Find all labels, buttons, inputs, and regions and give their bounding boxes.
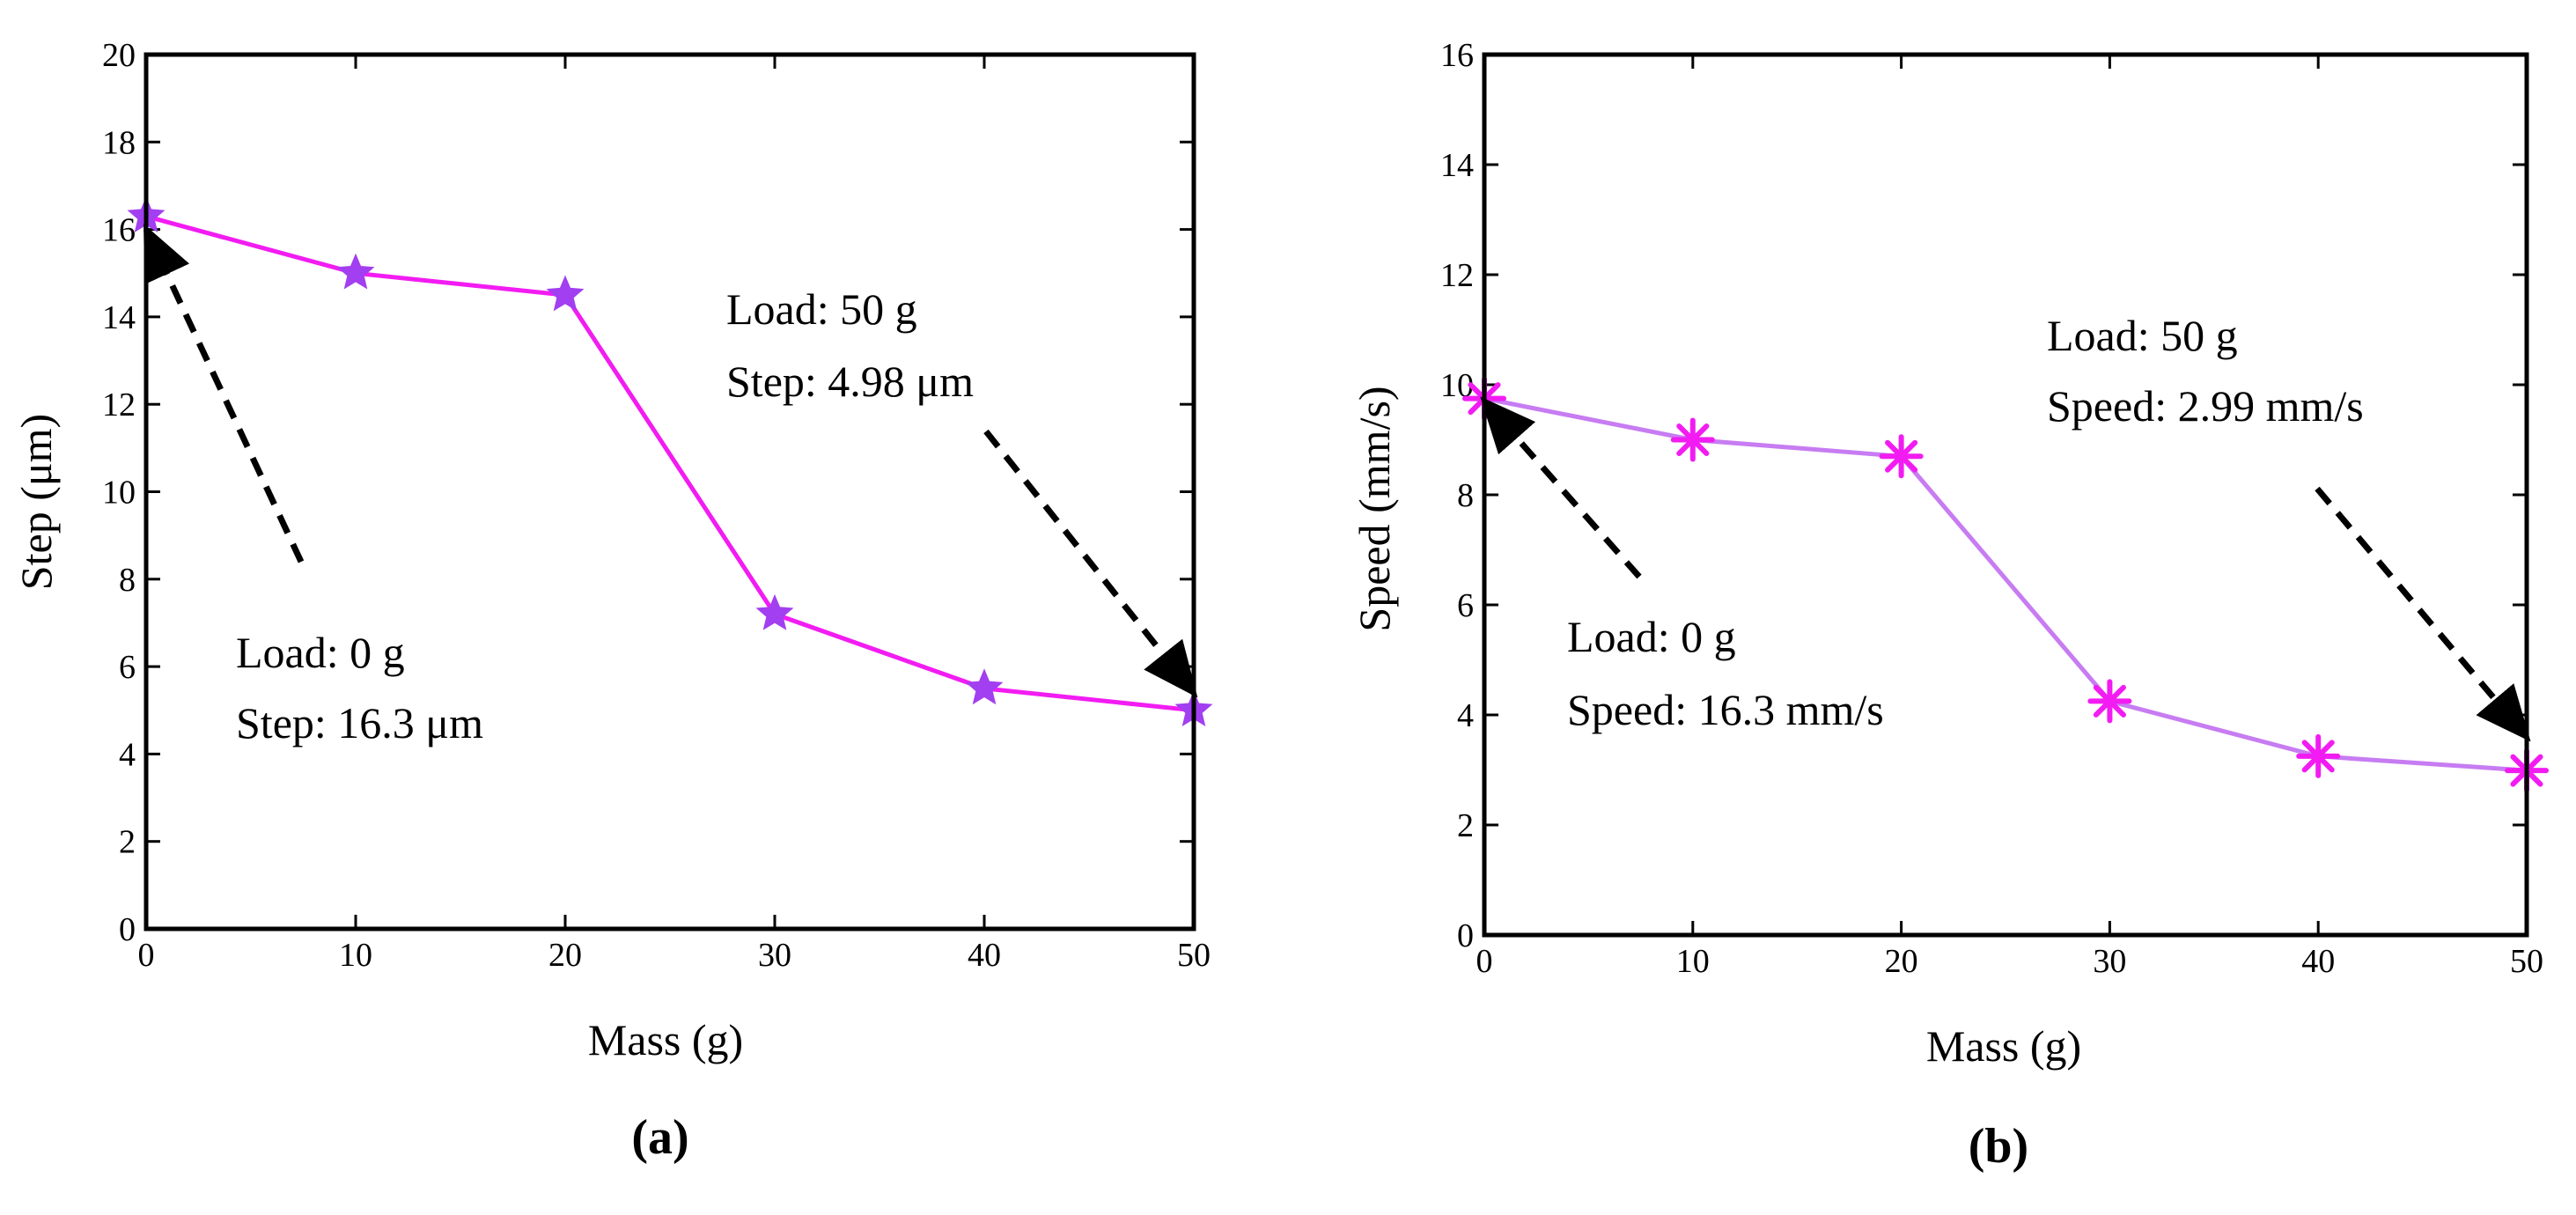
plot-frame (144, 52, 1196, 932)
data-point (1670, 417, 1715, 462)
series-line (1483, 396, 2528, 773)
annotation-load-0-line1: Load: 0 g (236, 628, 405, 677)
y-tick-label: 16 (1440, 37, 1474, 74)
x-tick-label: 10 (1676, 943, 1710, 980)
data-point (336, 253, 375, 290)
panel-a: Step (μm) Mass (g) (a) Load: 0 g Step: 1… (11, 37, 1213, 1165)
annotation-arrow (983, 429, 1198, 698)
series-line (145, 214, 1195, 713)
y-tick-label: 2 (119, 824, 136, 861)
x-axis-label: Mass (g) (1926, 1021, 2081, 1071)
x-tick-label: 20 (548, 937, 582, 974)
y-axis-label: Step (μm) (11, 414, 61, 590)
x-tick-label: 40 (968, 937, 1001, 974)
data-point (2087, 679, 2132, 724)
x-tick-label: 20 (1885, 943, 1918, 980)
x-axis-label: Mass (g) (588, 1015, 743, 1064)
y-tick-label: 10 (102, 475, 136, 512)
data-point (1879, 434, 1924, 479)
y-tick-label: 6 (1457, 587, 1474, 624)
annotation-load-50-line2: Step: 4.98 μm (726, 357, 974, 406)
x-tick-label: 0 (138, 937, 155, 974)
annotation-load-0-line1: Load: 0 g (1567, 612, 1736, 661)
data-point (546, 275, 585, 312)
y-tick-label: 8 (119, 562, 136, 599)
x-tick-label: 30 (2093, 943, 2126, 980)
y-tick-label: 2 (1457, 807, 1474, 844)
panel-label: (b) (1969, 1119, 2028, 1174)
y-tick-label: 14 (1440, 147, 1474, 184)
y-tick-label: 20 (102, 37, 136, 74)
x-tick-label: 50 (2510, 943, 2543, 980)
y-axis-label: Speed (mm/s) (1350, 386, 1399, 631)
data-point (965, 668, 1004, 705)
x-tick-label: 0 (1476, 943, 1493, 980)
annotation-arrow (1480, 396, 1642, 579)
panel-b: Speed (mm/s) Mass (g) (b) Load: 0 g Spee… (1350, 37, 2549, 1174)
y-tick-label: 0 (119, 911, 136, 948)
annotation-load-50-line1: Load: 50 g (726, 284, 917, 334)
y-tick-label: 4 (1457, 697, 1474, 734)
x-tick-label: 10 (339, 937, 372, 974)
annotation-arrow (2315, 486, 2531, 742)
y-tick-label: 18 (102, 124, 136, 161)
y-tick-label: 4 (119, 736, 136, 773)
data-point (2296, 733, 2341, 778)
y-tick-label: 0 (1457, 917, 1474, 954)
x-tick-label: 40 (2301, 943, 2335, 980)
x-tick-label: 50 (1177, 937, 1211, 974)
y-tick-label: 14 (102, 299, 136, 336)
y-tick-label: 6 (119, 649, 136, 686)
annotation-load-0-line2: Step: 16.3 μm (236, 698, 483, 747)
x-tick-label: 30 (758, 937, 791, 974)
annotation-load-50-line2: Speed: 2.99 mm/s (2047, 381, 2364, 431)
annotation-load-0-line2: Speed: 16.3 mm/s (1567, 685, 1884, 734)
annotation-load-50-line1: Load: 50 g (2047, 311, 2238, 360)
y-tick-label: 12 (1440, 257, 1474, 294)
plot-frame (1482, 52, 2529, 938)
data-point (755, 593, 794, 630)
y-tick-label: 8 (1457, 477, 1474, 514)
y-tick-label: 16 (102, 212, 136, 249)
y-tick-label: 12 (102, 387, 136, 423)
panel-label: (a) (631, 1110, 688, 1165)
